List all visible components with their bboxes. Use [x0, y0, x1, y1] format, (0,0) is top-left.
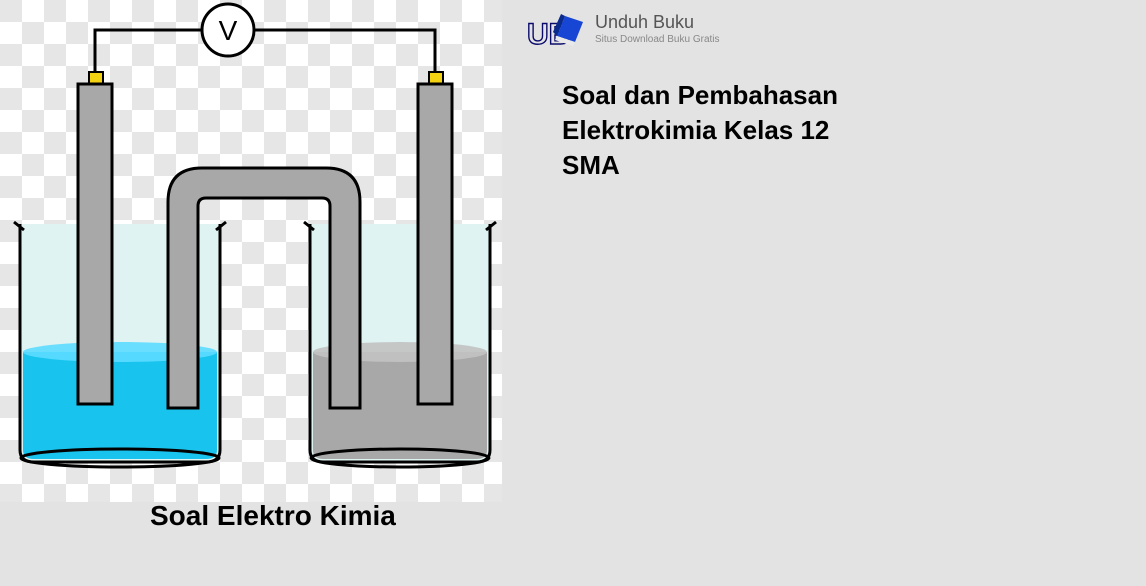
title-line-1: Soal dan Pembahasan	[562, 78, 838, 113]
logo-icon: UB	[525, 10, 589, 56]
diagram-caption: Soal Elektro Kimia	[150, 500, 396, 532]
voltmeter-label: V	[219, 15, 238, 46]
title-line-2: Elektrokimia Kelas 12	[562, 113, 838, 148]
electrode-right	[418, 84, 452, 404]
diagram-area: V	[0, 0, 502, 502]
title-line-3: SMA	[562, 148, 838, 183]
salt-bridge	[168, 168, 360, 408]
logo-tagline: Situs Download Buku Gratis	[595, 34, 720, 45]
page-title: Soal dan Pembahasan Elektrokimia Kelas 1…	[562, 78, 838, 183]
logo: UB Unduh Buku Situs Download Buku Gratis	[525, 10, 720, 56]
cell-diagram: V	[0, 0, 502, 502]
wire	[95, 30, 435, 75]
logo-brand: Unduh Buku	[595, 12, 720, 33]
electrode-left	[78, 84, 112, 404]
